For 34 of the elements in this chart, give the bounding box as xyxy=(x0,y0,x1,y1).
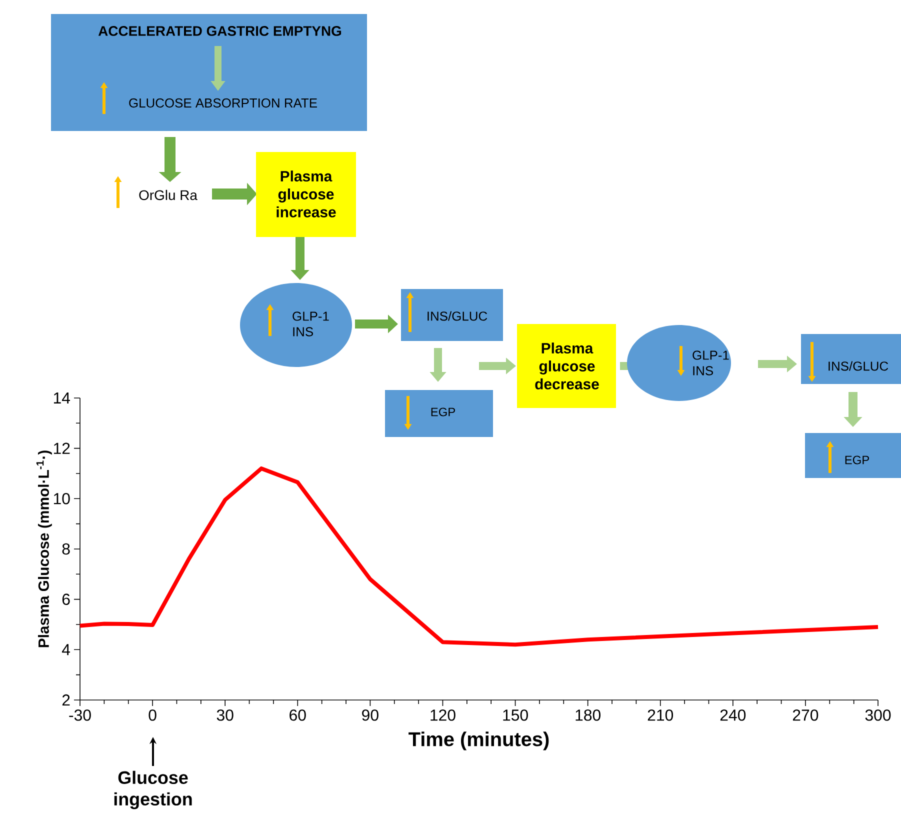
text: Plasma glucose increase xyxy=(276,170,336,218)
annotation: EGP xyxy=(845,456,869,464)
text: Plasma glucose decrease xyxy=(535,342,599,390)
text: INS/GLUC xyxy=(828,361,888,371)
y-tick-label: 6 xyxy=(62,594,70,605)
x-tick-label: 150 xyxy=(503,710,528,721)
x-tick-label: 0 xyxy=(148,710,156,721)
x-tick-label: 240 xyxy=(720,710,746,721)
y-tick-label: 10 xyxy=(54,493,70,504)
y-tick-label: 8 xyxy=(62,543,70,555)
x-tick-label: 300 xyxy=(865,710,891,721)
x-axis-title: Time (minutes) xyxy=(408,732,549,750)
x-tick-label: 90 xyxy=(362,710,378,721)
text: ACCELERATED GASTRIC EMPTYNG xyxy=(98,26,342,36)
y-tick-label: 2 xyxy=(62,694,70,706)
annotation: EGP xyxy=(431,408,455,416)
x-tick-label: -30 xyxy=(69,710,91,721)
text: GLP-1 INS xyxy=(292,312,329,336)
x-tick-label: 270 xyxy=(792,710,818,721)
x-tick-label: 60 xyxy=(290,710,306,721)
y-tick-label: 14 xyxy=(54,392,70,404)
x-tick-label: 180 xyxy=(576,710,600,721)
x-tick-label: 30 xyxy=(216,710,234,721)
x-tick-label: 120 xyxy=(430,710,456,721)
text: GLUCOSE ABSORPTION RATE xyxy=(129,98,317,108)
line-series xyxy=(78,466,880,647)
y-axis-title: Plasma Glucose (mmol·L$^{-1}$·) xyxy=(36,450,52,648)
x-tick-label: 210 xyxy=(648,710,674,721)
text: GLP-1 INS xyxy=(692,350,729,376)
text: Glucose ingestion xyxy=(114,770,192,810)
y-tick-label: 12 xyxy=(54,442,70,454)
text: INS/GLUC xyxy=(428,311,488,321)
text: OrGlu Ra xyxy=(139,190,198,200)
y-tick-label: 4 xyxy=(62,644,70,656)
